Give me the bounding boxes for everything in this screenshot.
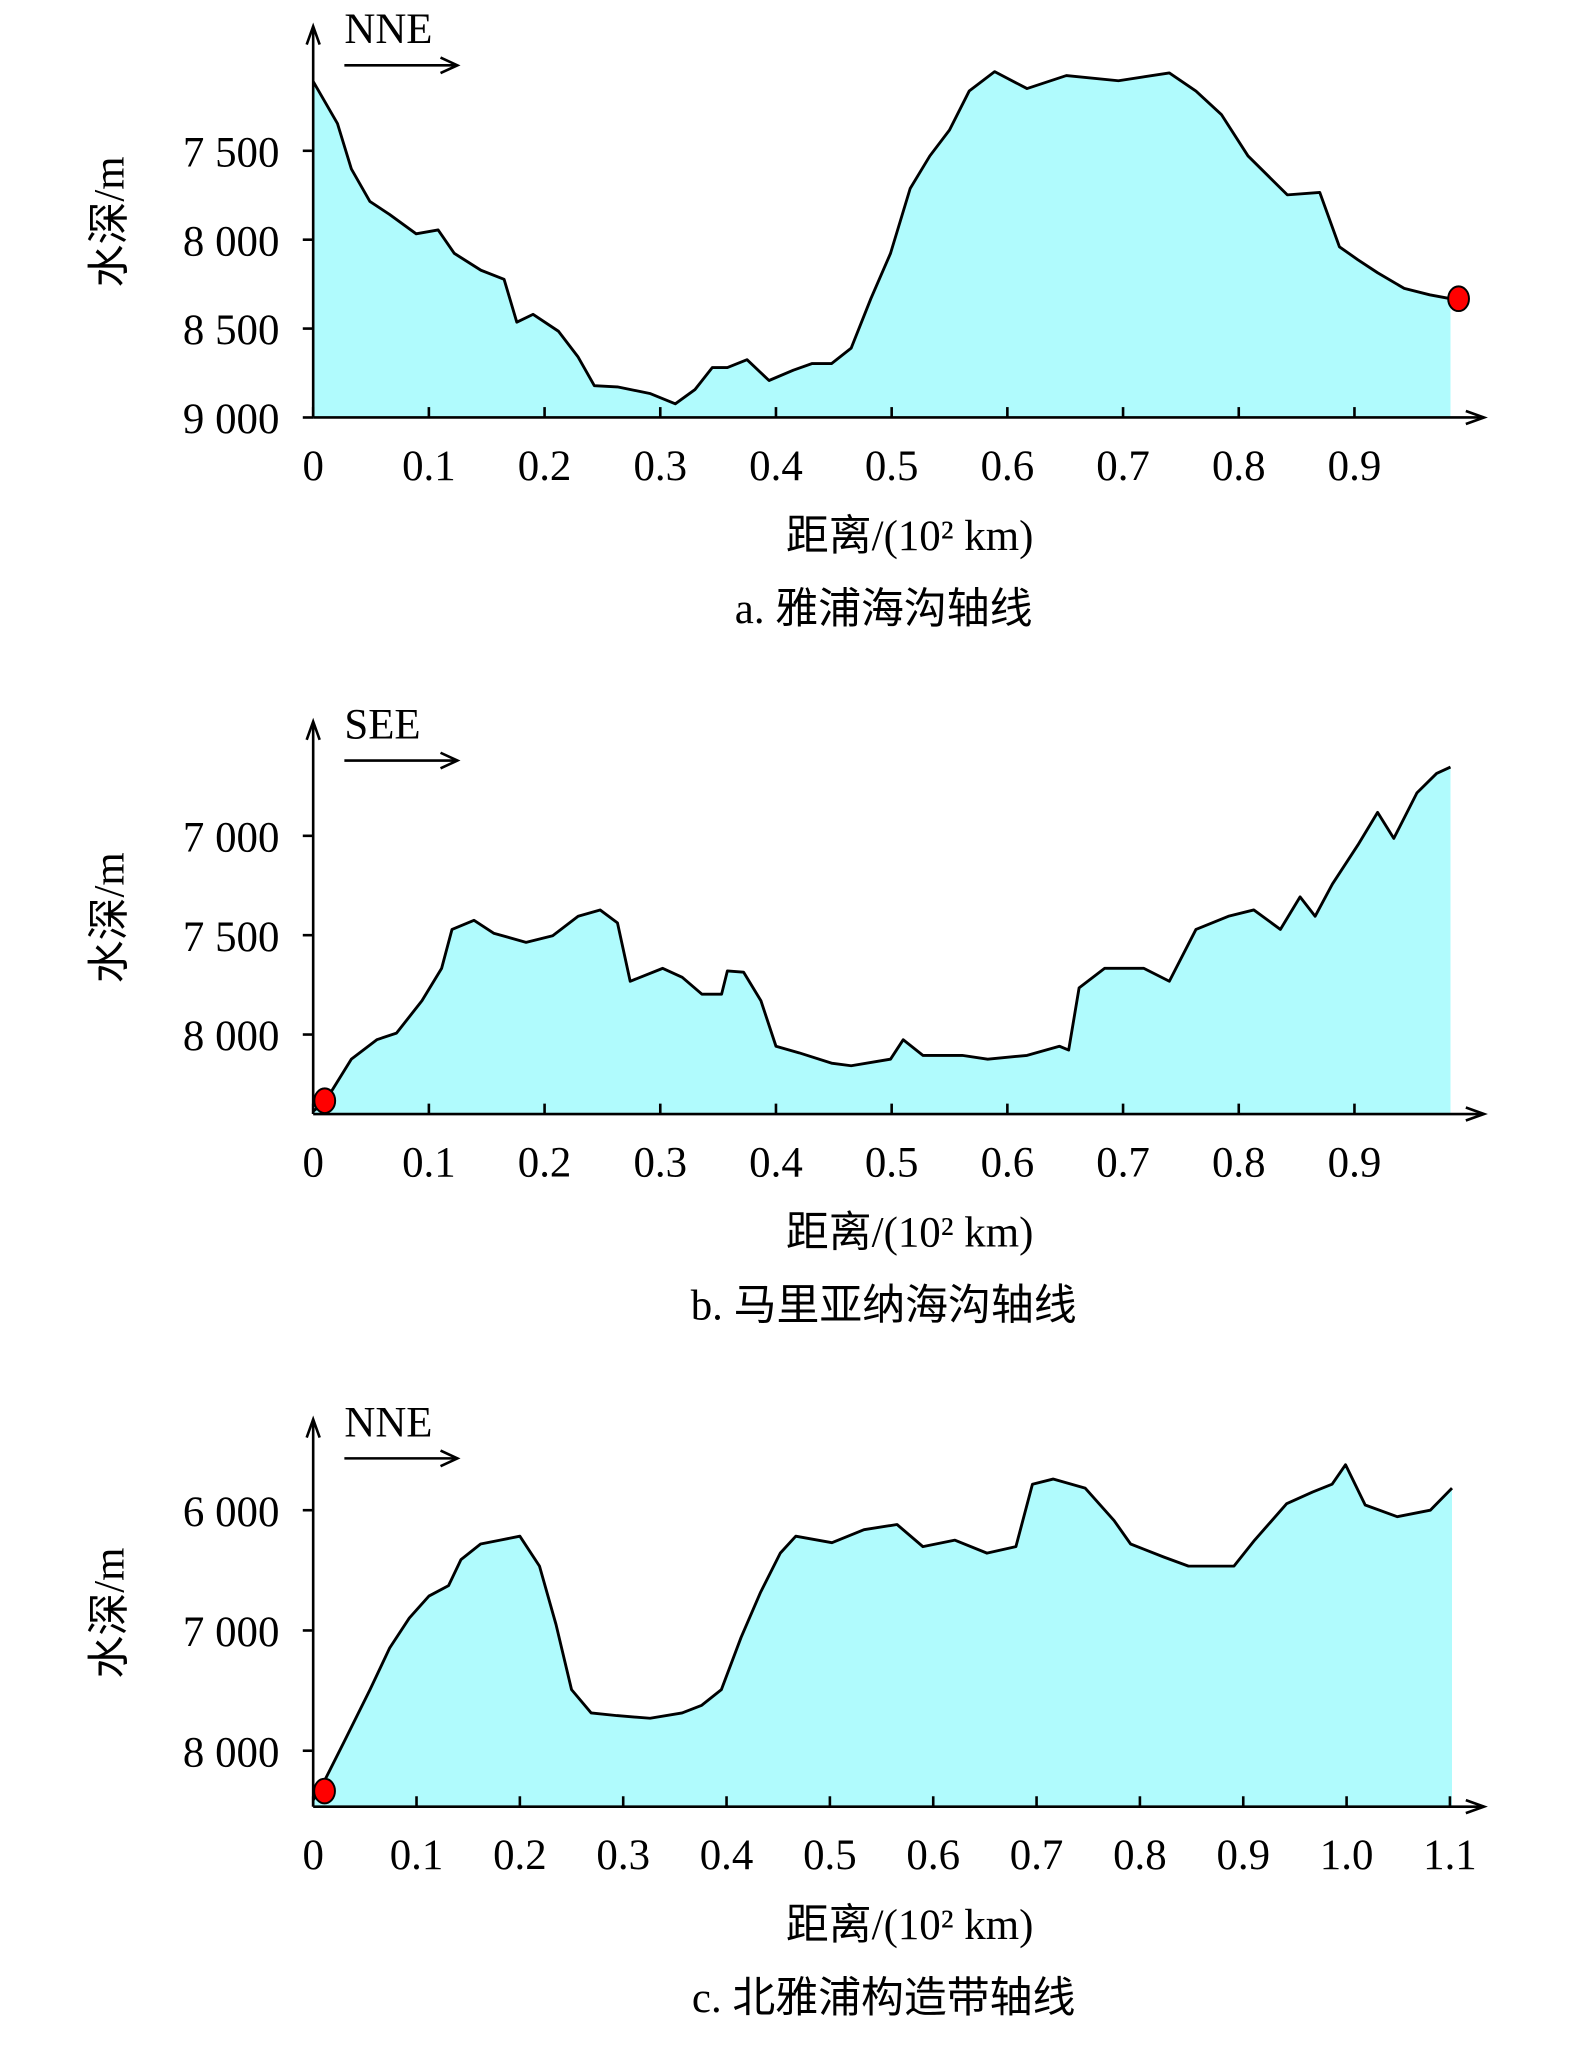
y-axis-label: 水深/m <box>86 852 133 983</box>
y-tick-label: 7 000 <box>183 1609 279 1656</box>
x-tick-label: 0.9 <box>1328 1139 1382 1186</box>
x-tick-label: 0 <box>302 1832 323 1879</box>
x-tick-label: 0 <box>302 443 323 490</box>
x-tick-label: 0.5 <box>803 1832 857 1879</box>
caption: b. 马里亚纳海沟轴线 <box>691 1282 1077 1329</box>
x-tick-label: 0.8 <box>1113 1832 1167 1879</box>
y-axis-label: 水深/m <box>86 156 133 287</box>
x-tick-label: 0.7 <box>1096 443 1150 490</box>
x-tick-label: 0.7 <box>1010 1832 1064 1879</box>
direction-arrow-head <box>439 751 461 770</box>
area-fill <box>313 71 1451 418</box>
marker <box>1447 285 1470 313</box>
x-tick-label: 1.0 <box>1320 1832 1374 1879</box>
profile-line <box>311 70 1451 406</box>
caption: a. 雅浦海沟轴线 <box>735 586 1033 633</box>
y-tick-label: 8 000 <box>183 1013 279 1060</box>
x-tick-label: 0.5 <box>865 1139 919 1186</box>
x-tick-label: 0.2 <box>493 1832 547 1879</box>
direction-arrow-head <box>439 1449 461 1468</box>
x-tick-label: 0.8 <box>1212 1139 1266 1186</box>
x-tick-label: 0.9 <box>1216 1832 1270 1879</box>
y-axis-arrow <box>305 22 321 45</box>
y-axis-arrow <box>305 717 321 741</box>
x-tick-label: 0.4 <box>700 1832 754 1879</box>
y-axis-label: 水深/m <box>86 1548 133 1679</box>
x-tick-label: 0.4 <box>749 443 803 490</box>
y-tick-label: 7 000 <box>183 814 279 861</box>
y-axis-arrow <box>305 1415 321 1439</box>
area-fill <box>313 767 1451 1115</box>
x-tick-label: 0.4 <box>749 1139 803 1186</box>
panel: 6 000 7 000 8 000 0 0.1 0.2 0.3 0.4 0.5 0.6 0.7 0.8… <box>86 1399 1488 2022</box>
x-tick-label: 0.6 <box>906 1832 960 1879</box>
profile-line <box>311 1463 1454 1801</box>
direction-label: NNE <box>344 6 432 53</box>
x-tick-label: 0.3 <box>633 1139 687 1186</box>
x-tick-label: 1.1 <box>1423 1832 1477 1879</box>
x-axis-arrow <box>1465 1798 1488 1815</box>
y-tick-label: 8 500 <box>183 307 279 354</box>
y-tick-label: 7 500 <box>183 129 279 176</box>
x-axis-label: 距离/(10² km) <box>786 1209 1033 1257</box>
x-tick-label: 0.6 <box>981 443 1035 490</box>
x-axis-label: 距离/(10² km) <box>786 1901 1033 1949</box>
x-tick-label: 0.7 <box>1096 1139 1150 1186</box>
x-tick-label: 0 <box>302 1139 323 1186</box>
marker <box>313 1087 337 1115</box>
caption: c. 北雅浦构造带轴线 <box>692 1975 1075 2022</box>
x-tick-label: 0.9 <box>1328 443 1382 490</box>
direction-label: SEE <box>344 701 420 748</box>
direction-arrow-head <box>439 56 461 75</box>
profile-line <box>312 765 1452 1113</box>
x-tick-label: 0.8 <box>1212 443 1266 490</box>
area-fill <box>313 1464 1452 1807</box>
x-tick-label: 0.1 <box>402 1139 456 1186</box>
x-tick-label: 0.5 <box>865 443 919 490</box>
marker <box>313 1777 336 1805</box>
x-tick-label: 0.3 <box>596 1832 650 1879</box>
direction-label: NNE <box>344 1399 432 1446</box>
x-tick-label: 0.3 <box>633 443 687 490</box>
y-tick-label: 9 000 <box>183 396 279 443</box>
x-tick-label: 0.1 <box>390 1832 444 1879</box>
y-tick-label: 8 000 <box>183 1729 279 1776</box>
x-tick-label: 0.6 <box>981 1139 1035 1186</box>
y-tick-label: 7 500 <box>183 914 279 961</box>
x-tick-label: 0.2 <box>518 1139 572 1186</box>
y-tick-label: 8 000 <box>183 218 279 265</box>
x-axis-label: 距离/(10² km) <box>786 512 1033 560</box>
y-tick-label: 6 000 <box>183 1489 279 1536</box>
x-axis-arrow <box>1465 409 1488 426</box>
x-axis-arrow <box>1465 1106 1488 1122</box>
panel: 7 500 8 000 8 500 9 000 0 0.1 0.2 0.3 0.4 0.5 0.6 0… <box>86 6 1488 633</box>
x-tick-label: 0.2 <box>518 443 572 490</box>
panel: 7 000 7 500 8 000 0 0.1 0.2 0.3 0.4 0.5 0.6 0.7 0.8… <box>86 701 1488 1329</box>
x-tick-label: 0.1 <box>402 443 456 490</box>
